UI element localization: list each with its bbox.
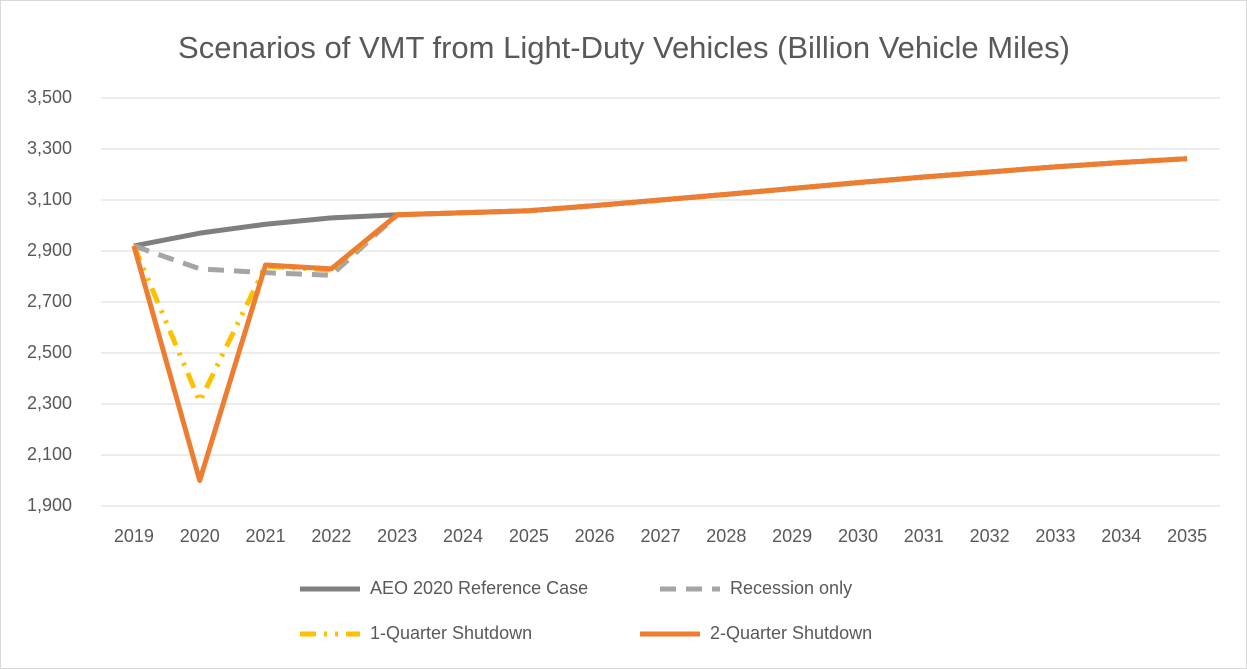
x-tick-label: 2022 [311, 526, 351, 546]
y-tick-label: 2,500 [27, 342, 72, 362]
x-tick-label: 2021 [246, 526, 286, 546]
x-tick-label: 2028 [706, 526, 746, 546]
y-tick-label: 1,900 [27, 495, 72, 515]
x-tick-label: 2035 [1167, 526, 1207, 546]
y-tick-label: 2,700 [27, 291, 72, 311]
x-tick-label: 2031 [904, 526, 944, 546]
chart-title: Scenarios of VMT from Light-Duty Vehicle… [178, 30, 1070, 65]
y-tick-label: 3,500 [27, 87, 72, 107]
y-tick-label: 2,300 [27, 393, 72, 413]
x-tick-label: 2034 [1101, 526, 1141, 546]
x-tick-label: 2030 [838, 526, 878, 546]
legend-label: 1-Quarter Shutdown [370, 623, 532, 643]
y-tick-label: 2,100 [27, 444, 72, 464]
y-tick-label: 2,900 [27, 240, 72, 260]
x-tick-label: 2023 [377, 526, 417, 546]
legend-label: Recession only [730, 578, 852, 598]
x-tick-label: 2027 [640, 526, 680, 546]
legend-label: AEO 2020 Reference Case [370, 578, 588, 598]
x-tick-label: 2029 [772, 526, 812, 546]
x-tick-label: 2024 [443, 526, 483, 546]
legend-label: 2-Quarter Shutdown [710, 623, 872, 643]
x-tick-label: 2026 [575, 526, 615, 546]
y-tick-label: 3,300 [27, 138, 72, 158]
x-tick-label: 2025 [509, 526, 549, 546]
x-tick-label: 2032 [970, 526, 1010, 546]
y-tick-label: 3,100 [27, 189, 72, 209]
x-tick-label: 2019 [114, 526, 154, 546]
x-tick-label: 2033 [1035, 526, 1075, 546]
x-tick-label: 2020 [180, 526, 220, 546]
series-line [131, 156, 1188, 483]
